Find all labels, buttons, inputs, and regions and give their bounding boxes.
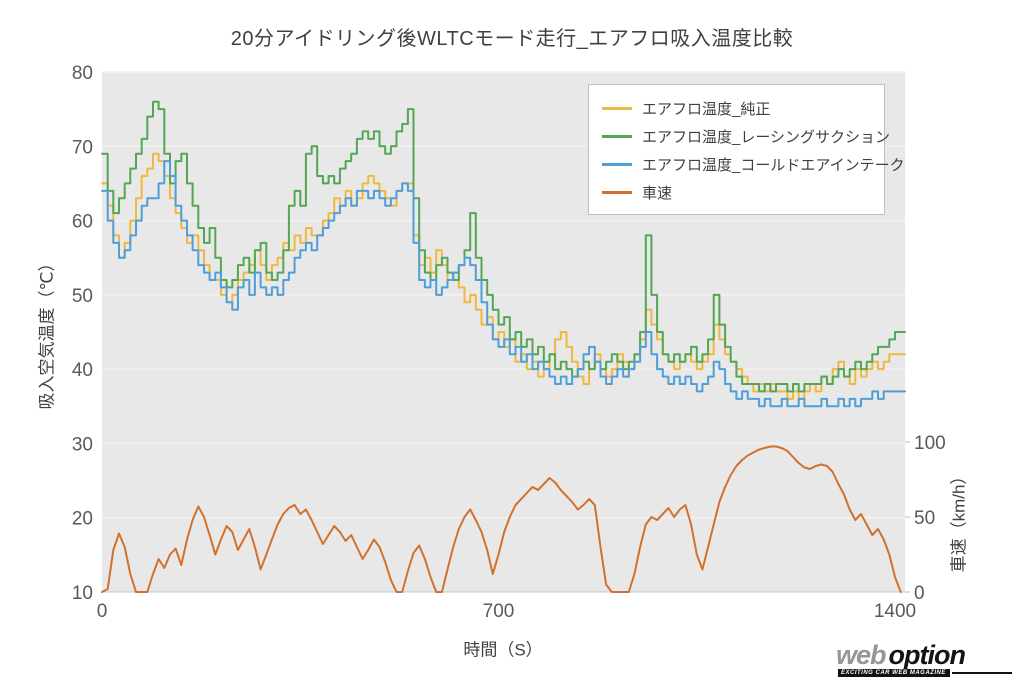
logo-tagline: EXCITING CAR WEB MAGAZINE <box>838 669 950 677</box>
legend-label: 車速 <box>642 184 673 202</box>
weboption-logo: web option EXCITING CAR WEB MAGAZINE <box>836 642 1012 680</box>
legend-item: 車速 <box>602 178 884 206</box>
legend-item: エアフロ温度_コールドエアインテーク <box>602 150 905 178</box>
x-axis-title: 時間（S） <box>463 640 543 660</box>
logo-wordmark: web option <box>836 640 966 670</box>
y-left-tick-label: 70 <box>72 137 93 158</box>
legend-label: エアフロ温度_純正 <box>642 100 771 118</box>
y-right-tick-label: 50 <box>914 508 935 529</box>
y-left-tick-label: 30 <box>72 434 93 455</box>
y-left-tick-label: 10 <box>72 583 93 604</box>
x-tick-label: 1400 <box>874 601 916 622</box>
y-left-tick-label: 20 <box>72 509 93 530</box>
logo-word-option: option <box>888 640 966 670</box>
series-line-2 <box>101 160 906 408</box>
y-right-tick-label: 0 <box>914 583 925 604</box>
y-right-tick-label: 100 <box>914 433 946 454</box>
legend-label: エアフロ温度_コールドエアインテーク <box>642 156 905 174</box>
logo-underbar: EXCITING CAR WEB MAGAZINE <box>838 669 1012 677</box>
series-line-1 <box>101 100 906 393</box>
legend-item: エアフロ温度_レーシングサクション <box>602 122 890 150</box>
x-tick-label: 0 <box>97 601 108 622</box>
legend-swatch <box>602 190 632 194</box>
y-axis-title-left: 吸入空気温度（℃） <box>37 254 57 410</box>
legend-item: エアフロ温度_純正 <box>602 94 884 122</box>
y-left-tick-label: 80 <box>72 63 93 84</box>
series-line-3 <box>101 445 902 593</box>
chart-title: 20分アイドリング後WLTCモード走行_エアフロ吸入温度比較 <box>230 28 794 50</box>
logo-rule <box>951 672 1012 674</box>
legend-label: エアフロ温度_レーシングサクション <box>642 128 891 146</box>
legend-swatch <box>602 162 632 166</box>
legend: エアフロ温度_純正エアフロ温度_レーシングサクション エアフロ温度_コールドエアイ… <box>588 84 905 215</box>
y-left-tick-label: 40 <box>72 360 93 381</box>
y-left-tick-label: 60 <box>72 212 93 233</box>
legend-swatch <box>602 134 632 138</box>
x-tick-label: 700 <box>483 601 515 622</box>
logo-word-web: web <box>836 640 887 670</box>
y-left-tick-label: 50 <box>72 286 93 307</box>
y-axis-title-right: 車速（km/h） <box>949 467 969 573</box>
legend-swatch <box>602 106 632 110</box>
